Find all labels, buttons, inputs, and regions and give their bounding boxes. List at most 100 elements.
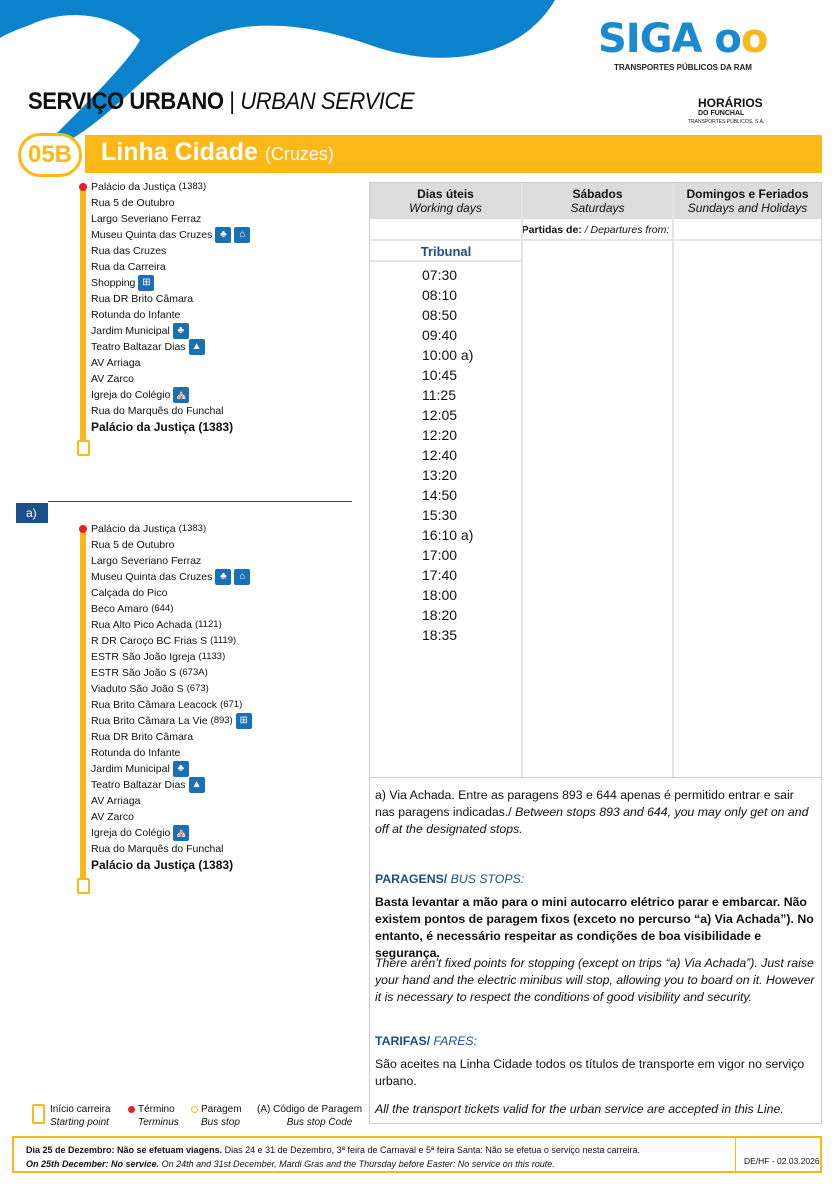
stop-name: Rua 5 de Outubro <box>91 539 175 551</box>
route-stop: Teatro Baltazar Dias ▲ <box>91 777 205 793</box>
stop-name: Rua Brito Câmara La Vie <box>91 715 208 727</box>
stops-heading: PARAGENS/ BUS STOPS: <box>375 871 815 888</box>
route-stop: Jardim Municipal ♣ <box>91 761 189 777</box>
stop-name: AV Zarco <box>91 811 134 823</box>
stop-name: ESTR São João Igreja <box>91 651 196 663</box>
departure-time: 08:10 <box>422 287 458 303</box>
line-subtitle: (Cruzes) <box>264 144 334 164</box>
route-stop: Teatro Baltazar Dias ▲ <box>91 339 205 355</box>
stop-code: (1119) <box>210 635 237 646</box>
route-stop: AV Zarco <box>91 809 134 825</box>
stop-name: Largo Severiano Ferraz <box>91 213 202 225</box>
stops-heading-pt: PARAGENS/ <box>375 872 448 886</box>
footer-text: Dia 25 de Dezembro: Não se efetuam viage… <box>26 1143 640 1171</box>
origin-stop: Tribunal <box>370 241 522 262</box>
footer-en: On 24th and 31st December, Mardi Gras an… <box>159 1159 555 1169</box>
departures-row: Partidas de: / Departures from: <box>370 219 821 241</box>
stop-circle-icon <box>191 1106 198 1113</box>
church-icon: ⛪ <box>173 387 190 403</box>
departure-time: 17:40 <box>422 567 458 583</box>
stop-code: (893) <box>210 715 233 726</box>
column-saturdays: Sábados Saturdays <box>523 183 672 219</box>
route-stop: Igreja do Colégio ⛪ <box>91 387 190 403</box>
route-stop: Palácio da Justiça (1383) <box>91 857 233 873</box>
stop-code: (1121) <box>195 619 222 630</box>
garden-icon: ♣ <box>172 761 189 777</box>
route-variant-label: a) <box>16 503 48 523</box>
stop-name: AV Arriaga <box>91 357 141 369</box>
title-pt: SERVIÇO URBANO <box>28 88 224 115</box>
timetable: Dias úteis Working days Sábados Saturdays … <box>369 182 822 1124</box>
horarios-logo-text: HORÁRIOS <box>698 96 763 110</box>
stop-name: Viaduto São João S <box>91 683 184 695</box>
stop-code: (671) <box>220 699 243 710</box>
header-wave-decoration <box>0 0 555 140</box>
museum-icon: ⌂ <box>234 569 251 585</box>
stop-name: Rotunda do Infante <box>91 309 181 321</box>
departure-time: 17:00 <box>422 547 458 563</box>
stops-heading-en: BUS STOPS: <box>447 872 525 886</box>
legend-label: Início carreira <box>50 1104 111 1115</box>
stop-name: Rua DR Brito Câmara <box>91 731 194 743</box>
route-stop: Rua DR Brito Câmara <box>91 729 193 745</box>
legend-label: (A) Código de Paragem <box>257 1104 363 1115</box>
stop-name: AV Arriaga <box>91 795 141 807</box>
stop-name: Shopping <box>91 277 136 289</box>
legend-label-en: Starting point <box>50 1117 109 1128</box>
route-stop: Igreja do Colégio ⛪ <box>91 825 190 841</box>
legend-label: Término <box>138 1104 175 1115</box>
route-stop: Viaduto São João S (673) <box>91 681 209 697</box>
departures-en: / Departures from: <box>584 224 670 236</box>
route-line <box>80 528 86 884</box>
departure-time: 11:25 <box>422 387 456 403</box>
footer-pt: Dias 24 e 31 de Dezembro, 3ª feira de Ca… <box>222 1145 640 1155</box>
legend-terminus: Término Terminus <box>128 1103 179 1129</box>
stop-name: Largo Severiano Ferraz <box>91 555 202 567</box>
route-stop: Jardim Municipal ♣ <box>91 323 189 339</box>
route-stop: Rua Brito Câmara Leacock (671) <box>91 697 242 713</box>
departure-time: 16:10 a) <box>422 527 474 543</box>
footer-pt-bold: Dia 25 de Dezembro: Não se efetuam viage… <box>26 1145 223 1155</box>
fares-heading-en: FARES: <box>430 1034 478 1048</box>
departure-time: 18:20 <box>422 607 458 623</box>
route-stop: Palácio da Justiça (1383) <box>91 179 206 195</box>
route-stop: Rua do Marquês do Funchal <box>91 403 224 419</box>
route-stop: R DR Caroço BC Frias S (1119) <box>91 633 236 649</box>
garden-icon: ♣ <box>215 227 232 243</box>
garden-icon: ♣ <box>215 569 232 585</box>
church-icon: ⛪ <box>173 825 190 841</box>
title-separator: | <box>229 88 235 115</box>
departure-time: 12:05 <box>422 407 458 423</box>
route-stop: Palácio da Justiça (1383) <box>91 521 206 537</box>
stop-name: ESTR São João S <box>91 667 177 679</box>
siga-logo-text: SIGA <box>598 16 702 62</box>
terminus-dot-icon <box>79 525 87 533</box>
departure-time: 07:30 <box>422 267 458 283</box>
stop-code: (673A) <box>179 667 208 678</box>
theatre-icon: ▲ <box>188 777 205 793</box>
col-pt: Dias úteis <box>417 187 474 201</box>
route-stop: AV Arriaga <box>91 355 140 371</box>
legend-code: (A) Código de Paragem Bus stop Code <box>257 1103 362 1129</box>
route-stop: ESTR São João Igreja (1133) <box>91 649 225 665</box>
route-stop: Rua da Carreira <box>91 259 166 275</box>
departure-time: 09:40 <box>422 327 458 343</box>
route-stop: AV Arriaga <box>91 793 140 809</box>
route-line <box>80 186 86 446</box>
stop-code: (1383) <box>178 181 207 192</box>
stop-name: Rua do Marquês do Funchal <box>91 405 224 417</box>
line-banner: Linha Cidade (Cruzes) <box>85 135 822 173</box>
legend-label-en: Terminus <box>138 1117 179 1128</box>
departure-time: 14:50 <box>422 487 458 503</box>
stop-name: AV Zarco <box>91 373 134 385</box>
stop-name: Palácio da Justiça <box>91 181 176 193</box>
departure-time: 10:45 <box>422 367 458 383</box>
col-pt: Sábados <box>572 187 623 201</box>
route-stop: Rotunda do Infante <box>91 307 180 323</box>
stop-name: Museu Quinta das Cruzes <box>91 229 213 241</box>
departures-pt: Partidas de: <box>521 224 582 236</box>
departure-time: 08:50 <box>422 307 458 323</box>
legend-label-en: Bus stop <box>201 1117 240 1128</box>
stop-name: Calçada do Pico <box>91 587 168 599</box>
col-en: Working days <box>409 201 482 215</box>
